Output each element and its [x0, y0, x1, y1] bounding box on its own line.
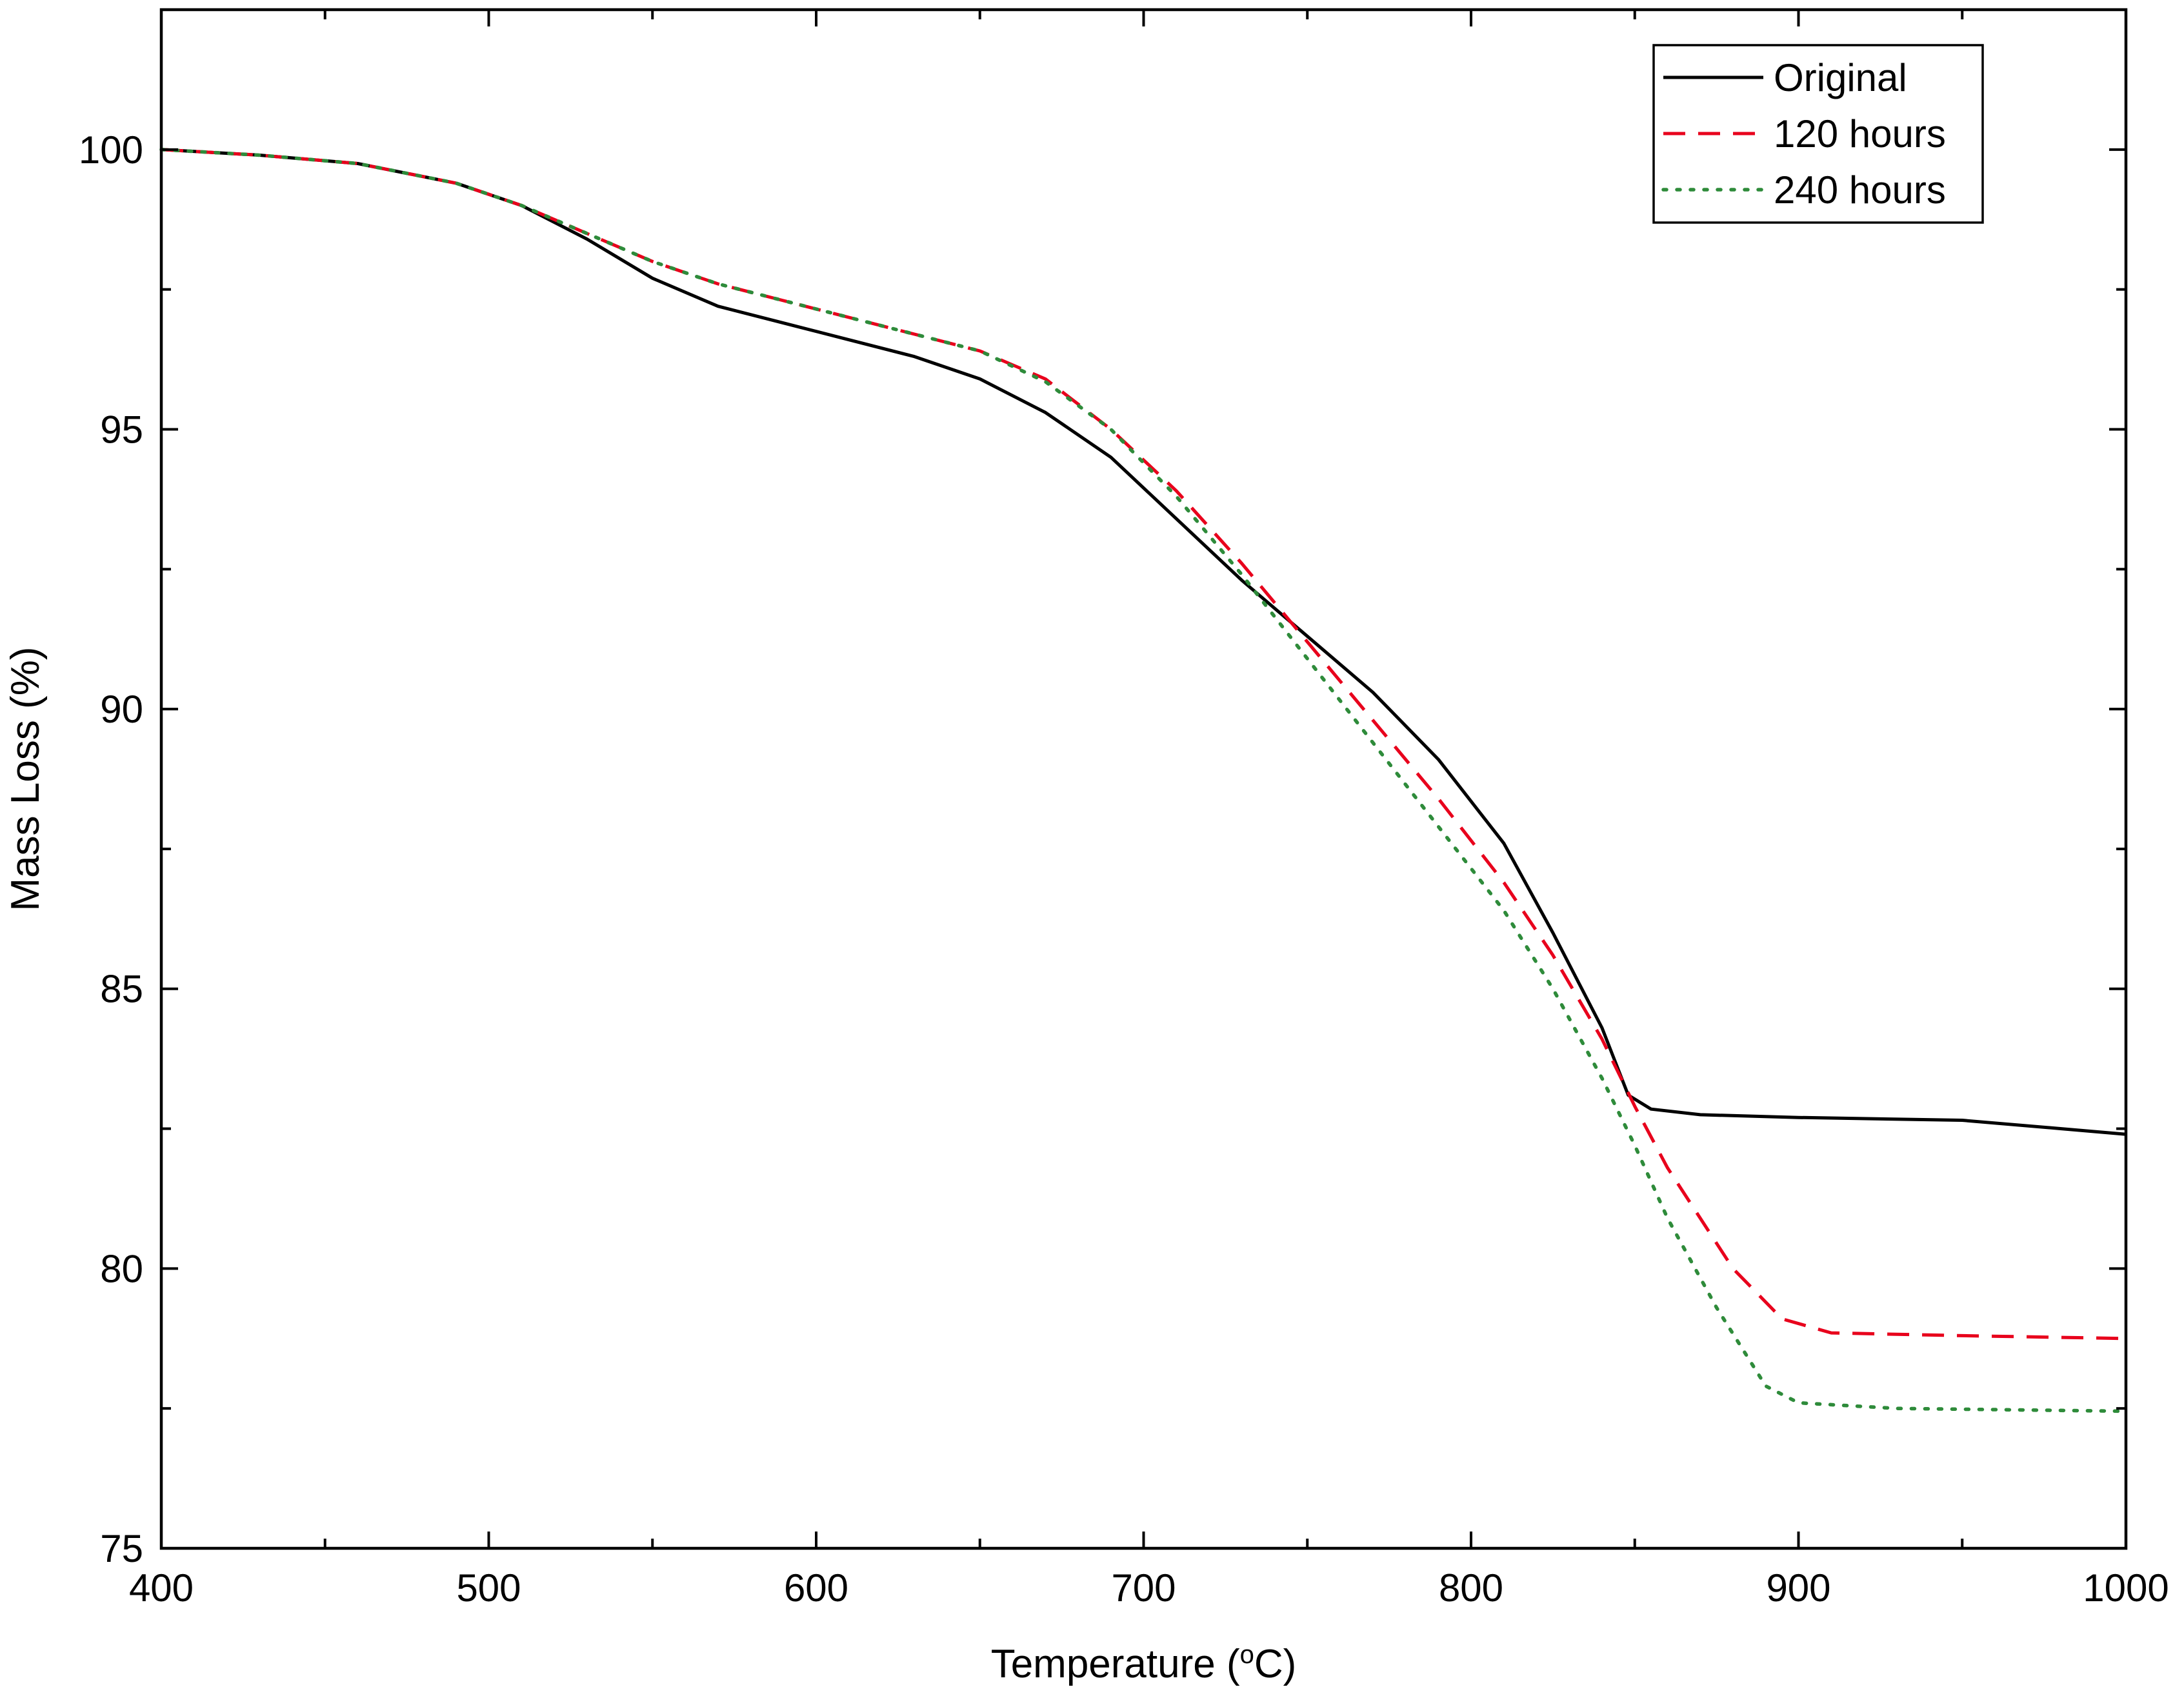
y-tick-label: 90	[100, 688, 143, 731]
y-tick-label: 100	[79, 128, 143, 172]
legend-label-2: 120 hours	[1774, 112, 1946, 155]
y-tick-label: 80	[100, 1247, 143, 1290]
x-axis-title-superscript: o	[1240, 1641, 1254, 1669]
y-tick-label: 75	[100, 1527, 143, 1570]
x-tick-label: 900	[1766, 1566, 1830, 1610]
y-tick-label: 85	[100, 968, 143, 1011]
axis-tick-labels: 400 500 600 700 800 900 1000 75 80 85 90 95 100	[79, 128, 2169, 1610]
x-tick-label: 700	[1111, 1566, 1176, 1610]
x-tick-label: 400	[129, 1566, 194, 1610]
legend: Original 120 hours 240 hours	[1652, 44, 1984, 224]
series-line-3	[159, 148, 2128, 1413]
legend-label-3: 240 hours	[1774, 168, 1946, 212]
x-axis-title: Temperature (oC)	[991, 1641, 1297, 1686]
x-axis-title-main: Temperature (	[991, 1642, 1240, 1686]
series-line-1	[161, 148, 2127, 1136]
legend-items: Original 120 hours 240 hours	[1661, 56, 1946, 212]
x-tick-label: 1000	[2083, 1566, 2169, 1610]
axis-ticks	[160, 10, 2127, 1550]
legend-label-1: Original	[1774, 56, 1907, 99]
x-axis-title-end: C)	[1254, 1642, 1296, 1686]
x-tick-label: 800	[1439, 1566, 1503, 1610]
y-tick-label: 95	[100, 408, 143, 451]
plot-series	[159, 148, 2128, 1413]
series-line-2	[161, 148, 2127, 1341]
x-tick-label: 500	[456, 1566, 521, 1610]
y-axis-title: Mass Loss (%)	[3, 647, 48, 912]
x-tick-label: 600	[784, 1566, 848, 1610]
